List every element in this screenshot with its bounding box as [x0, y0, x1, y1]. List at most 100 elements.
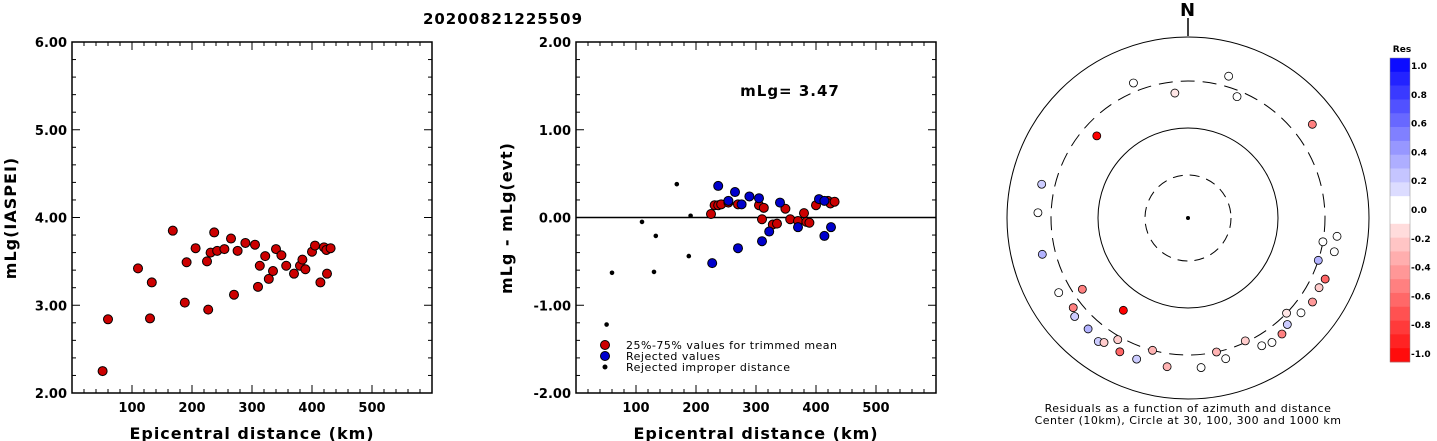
x-tick-label: 100: [118, 401, 145, 416]
data-point: [146, 277, 157, 288]
outer-circle-1000km: [1006, 36, 1370, 400]
polar-point: [1070, 312, 1080, 321]
data-point: [793, 222, 803, 233]
data-point-improper: [686, 253, 692, 259]
polar-point: [1162, 362, 1172, 372]
colorbar-cell: [1390, 154, 1410, 169]
data-point: [757, 214, 767, 225]
data-point: [706, 208, 716, 219]
colorbar-cell: [1390, 306, 1410, 321]
polar-point: [1068, 303, 1078, 313]
legend-label-trimmed: 25%-75% values for trimmed mean: [626, 339, 838, 352]
data-point: [754, 193, 764, 204]
polar-point: [1033, 208, 1043, 218]
data-point-improper: [674, 181, 680, 187]
colorbar-label: 0.8: [1411, 91, 1427, 101]
data-point: [276, 250, 287, 261]
polar-point: [1148, 345, 1157, 355]
data-point: [209, 227, 220, 238]
colorbar: Res 1.0 0.8 0.6 0.4 0.2 0.0 -0.2 -0.4 -0.6 -0.8 -1…: [1389, 45, 1431, 363]
polar-point: [1314, 283, 1324, 293]
data-point: [297, 254, 308, 265]
colorbar-cell: [1390, 168, 1410, 183]
colorbar-label: -1.0: [1411, 350, 1431, 360]
polar-point: [1282, 320, 1292, 329]
data-point: [181, 257, 192, 268]
data-point: [733, 243, 743, 254]
data-point: [260, 251, 271, 262]
x-tick-label: 100: [622, 401, 649, 416]
left-scatter-plot: 100 200 300 400 500 2.00 3.00 4.00 5.00 6.00 Epi…: [1, 36, 433, 441]
center-dot: [1186, 216, 1190, 220]
figure-title: 20200821225509: [423, 10, 583, 28]
left-x-axis-label: Epicentral distance (km): [129, 424, 374, 441]
mid-y-axis-label: mLg - mLg(evt): [497, 142, 516, 294]
mid-x-axis-label: Epicentral distance (km): [633, 424, 878, 441]
colorbar-labels: 1.0 0.8 0.6 0.4 0.2 0.0 -0.2 -0.4 -0.6 -0.8 -1.0: [1411, 62, 1431, 360]
data-point-improper: [651, 269, 657, 275]
polar-point: [1170, 88, 1180, 98]
data-point: [322, 268, 332, 279]
data-point: [829, 196, 840, 207]
colorbar-cell: [1390, 251, 1410, 266]
polar-point: [1099, 338, 1109, 347]
y-tick-label: 2.00: [539, 36, 571, 51]
residual-scatter-plot: 100 200 300 400 500 -2.00 -1.00 0.00 1.00 2.00 m…: [497, 36, 937, 441]
data-point: [145, 313, 155, 324]
data-point: [780, 203, 791, 214]
data-point: [281, 260, 292, 271]
colorbar-label: -0.8: [1411, 321, 1431, 331]
data-point: [819, 195, 830, 206]
x-tick-label: 500: [358, 401, 385, 416]
polar-point: [1296, 308, 1306, 318]
x-tick-label: 400: [802, 401, 829, 416]
legend-label-rejected: Rejected values: [626, 350, 721, 363]
colorbar-cell: [1390, 127, 1410, 142]
polar-point: [1267, 338, 1277, 347]
x-tick-label: 400: [298, 401, 325, 416]
polar-point: [1092, 131, 1102, 141]
y-tick-label: 5.00: [35, 124, 67, 139]
x-tick-label: 500: [862, 401, 889, 416]
data-point: [772, 218, 782, 229]
data-point: [315, 277, 326, 288]
data-point: [804, 217, 815, 228]
data-point: [826, 222, 836, 233]
polar-point: [1329, 247, 1339, 257]
x-tick-label: 300: [238, 401, 265, 416]
colorbar-cell: [1390, 237, 1410, 252]
colorbar-cell: [1390, 279, 1410, 294]
mid-points: [604, 180, 840, 327]
polar-point: [1257, 341, 1267, 351]
dashed-circle-30km: [1144, 174, 1232, 262]
polar-point: [1129, 78, 1138, 88]
data-point-improper: [688, 213, 693, 219]
colorbar-label: 1.0: [1411, 62, 1427, 72]
dashed-circle-300km: [1050, 80, 1326, 356]
legend-marker-improper: [602, 364, 608, 370]
colorbar-label: 0.4: [1411, 148, 1427, 158]
colorbar-label: -0.2: [1411, 235, 1431, 245]
colorbar-cell: [1390, 140, 1410, 156]
colorbar-cell: [1390, 99, 1410, 114]
polar-point: [1313, 255, 1323, 265]
polar-point: [1318, 237, 1328, 247]
data-point: [723, 195, 734, 206]
y-tick-label: 1.00: [539, 124, 571, 139]
colorbar-outline: [1389, 57, 1411, 363]
data-point: [764, 226, 775, 237]
polar-point: [1118, 305, 1128, 315]
polar-point: [1221, 354, 1231, 364]
circle-100km: [1097, 127, 1279, 309]
data-point: [179, 297, 190, 308]
left-plot-frame: [71, 41, 433, 394]
polar-point: [1282, 308, 1291, 318]
colorbar-cell: [1390, 223, 1410, 238]
polar-plot: N Residuals as a function of azimuth and…: [1006, 0, 1370, 427]
data-point: [707, 258, 718, 269]
north-label: N: [1180, 0, 1196, 21]
data-point: [167, 225, 178, 236]
data-point: [730, 187, 740, 198]
data-point-improper: [604, 322, 609, 327]
colorbar-label: 0.2: [1411, 177, 1427, 187]
